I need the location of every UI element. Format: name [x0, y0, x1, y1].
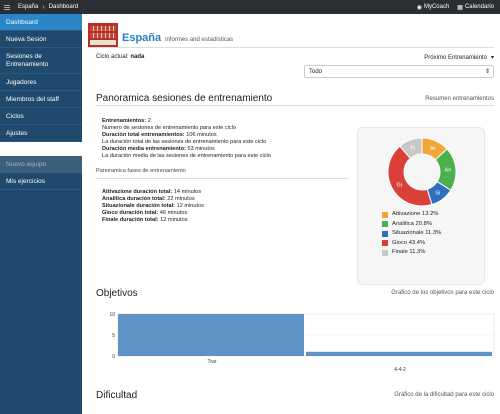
- donut-slice-label: An: [445, 168, 452, 174]
- sidebar-item-jugadores[interactable]: Jugadores: [0, 74, 82, 91]
- top-bar: España › Dashboard ◉ MyCoach ▦ Calendari…: [0, 0, 500, 14]
- resumen-link[interactable]: Resumen entrenamientos: [425, 95, 494, 102]
- donut-slice-label: Fi: [411, 146, 416, 152]
- chevron-right-icon: ›: [42, 3, 45, 11]
- sidebar: Dashboard Nueva Sesión Sesiones de Entre…: [0, 14, 82, 414]
- dificultad-header: Dificultad Gráfico de la dificultad para…: [96, 388, 494, 402]
- proximo-dropdown[interactable]: Próximo Entrenamiento ▾: [304, 54, 494, 61]
- ciclo-label: Ciclo actual:: [96, 54, 129, 60]
- nuevo-equipo-button[interactable]: Nuevo equipo: [0, 156, 82, 173]
- y-tick-label: 10: [109, 312, 115, 318]
- objetivos-header: Objetivos Grafico de los objetivos para …: [96, 286, 494, 300]
- mycoach-button[interactable]: ◉ MyCoach: [417, 4, 450, 11]
- sidebar-item-sesiones[interactable]: Sesiones de Entrenamiento: [0, 48, 82, 74]
- bar-0[interactable]: [118, 314, 304, 356]
- fases-stats: Attivazione duración total: 14 minutos A…: [102, 189, 204, 223]
- menu-icon[interactable]: [0, 0, 14, 14]
- y-tick-label: 0: [112, 354, 115, 360]
- calendario-label: Calendario: [464, 4, 494, 10]
- sidebar-item-ajustes[interactable]: Ajustes: [0, 125, 82, 142]
- panoramica-title: Panoramica sesiones de entrenamiento: [96, 93, 273, 104]
- sidebar-item-staff[interactable]: Miembros del staff: [0, 91, 82, 108]
- fases-label: Panoramica fases de entrenamiento: [96, 168, 348, 179]
- calendar-icon: ▦: [457, 4, 463, 11]
- x-tick-label: Trar: [208, 359, 217, 365]
- donut-slice-label: Gi: [396, 183, 402, 189]
- select-arrows-icon: ⇕: [484, 69, 490, 75]
- team-subtitle: informes and estadísticas: [165, 37, 234, 43]
- objetivos-bar-chart: 10 5 0 Trar 4-4-2: [109, 312, 495, 373]
- team-header: España informes and estadísticas: [88, 18, 494, 48]
- ciclo-actual: Ciclo actual: nada: [96, 54, 144, 60]
- sidebar-item-dashboard[interactable]: Dashboard: [0, 14, 82, 31]
- dificultad-title: Dificultad: [96, 389, 138, 401]
- objetivos-title: Objetivos: [96, 287, 138, 299]
- legend-item: Situazionale 11.3%: [382, 229, 441, 239]
- fases-donut-card: At An Si Gi Fi Attivazione 13.2% Analitica 2…: [357, 127, 485, 285]
- legend-item: Finale 11.3%: [382, 248, 441, 258]
- fases-donut-chart: At An Si Gi Fi: [387, 137, 457, 207]
- user-icon: ◉: [416, 4, 422, 11]
- main-content: España informes and estadísticas Ciclo a…: [88, 18, 495, 401]
- proximo-label: Próximo Entrenamiento: [424, 55, 487, 61]
- donut-slice-label: Si: [435, 191, 440, 197]
- y-tick-label: 5: [112, 333, 115, 339]
- sidebar-item-ciclos[interactable]: Ciclos: [0, 108, 82, 125]
- donut-slice-fi[interactable]: [399, 137, 423, 160]
- sidebar-spacer: [0, 142, 82, 156]
- breadcrumb-team[interactable]: España: [18, 4, 39, 10]
- ciclo-select[interactable]: Todo ⇕: [304, 65, 494, 78]
- calendario-button[interactable]: ▦ Calendario: [457, 4, 494, 11]
- bar-1[interactable]: [306, 351, 492, 356]
- sidebar-item-mis-ejercicios[interactable]: Mis ejercicios: [0, 173, 82, 190]
- panoramica-stats: Entrenamientos: 2 Numero de sesiones de …: [102, 118, 271, 159]
- mycoach-label: MyCoach: [423, 4, 450, 10]
- donut-slice-gi[interactable]: [387, 145, 433, 207]
- sidebar-item-nueva-sesion[interactable]: Nueva Sesión: [0, 31, 82, 48]
- legend-item: Gioco 43.4%: [382, 239, 441, 249]
- x-tick-label: 4-4-2: [394, 367, 406, 373]
- proximo-entrenamiento: Próximo Entrenamiento ▾ Todo ⇕: [304, 54, 494, 78]
- legend-item: Attivazione 13.2%: [382, 210, 441, 220]
- caret-down-icon: ▾: [490, 55, 494, 61]
- legend-item: Analitica 20.8%: [382, 220, 441, 230]
- team-name: España: [122, 32, 162, 44]
- breadcrumb: España › Dashboard: [18, 4, 78, 11]
- donut-slice-label: At: [430, 146, 436, 152]
- objetivos-link[interactable]: Grafico de los objetivos para este ciclo: [391, 290, 494, 296]
- breadcrumb-dashboard[interactable]: Dashboard: [48, 4, 79, 10]
- donut-legend: Attivazione 13.2% Analitica 20.8% Situaz…: [382, 210, 441, 258]
- panoramica-header: Panoramica sesiones de entrenamiento Res…: [96, 92, 494, 106]
- ciclo-value: nada: [130, 54, 145, 60]
- dificultad-link[interactable]: Gráfico de la dificultad para este ciclo: [394, 392, 494, 398]
- team-photo: [88, 23, 118, 47]
- select-value: Todo: [309, 68, 323, 75]
